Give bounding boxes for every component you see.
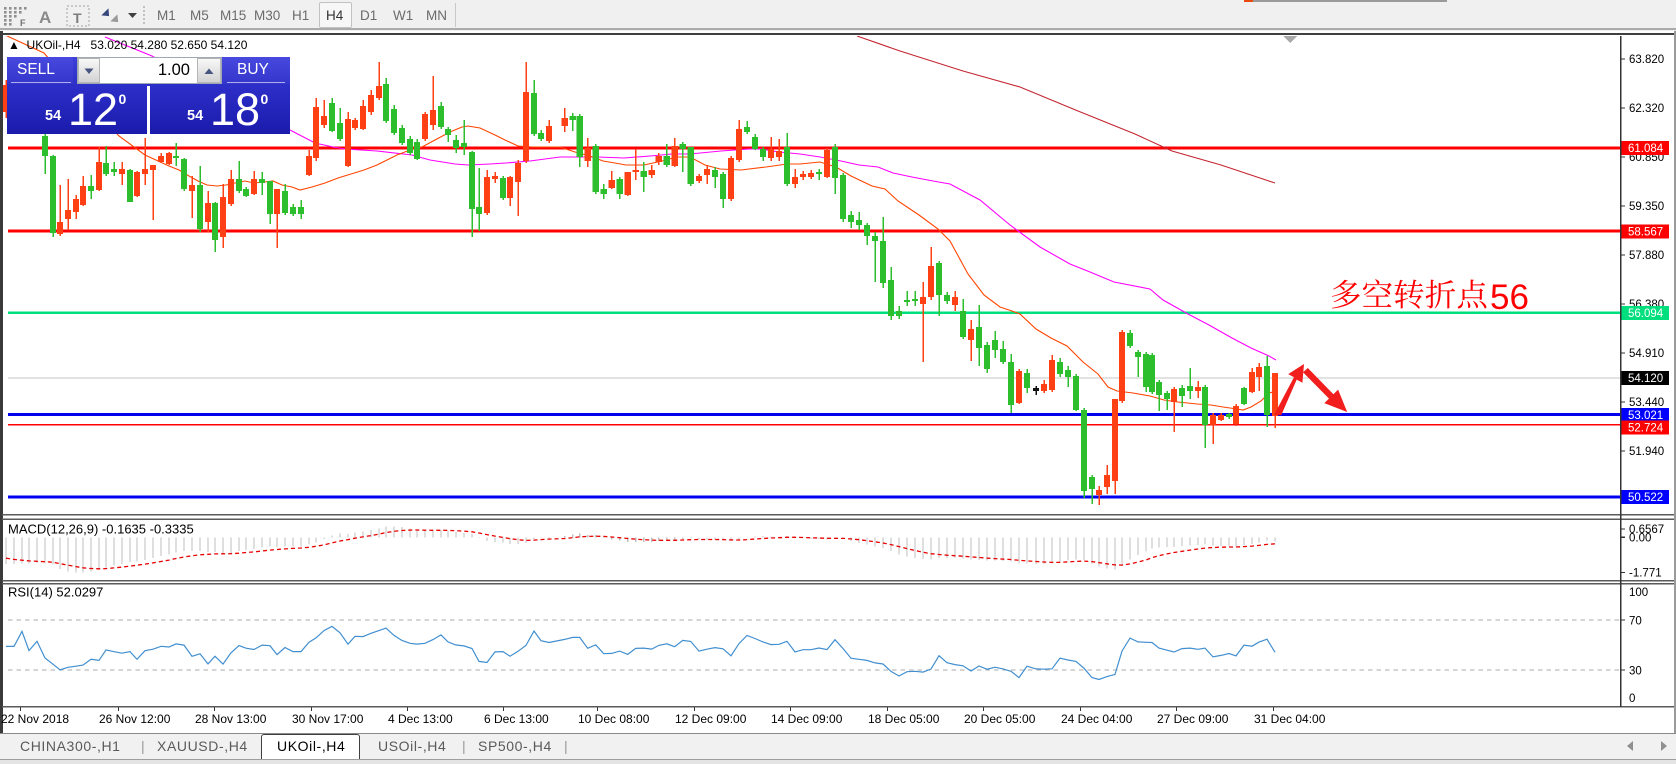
svg-text:50.522: 50.522: [1628, 492, 1663, 504]
svg-text:31 Dec 04:00: 31 Dec 04:00: [1254, 712, 1326, 726]
svg-text:53.021: 53.021: [1628, 410, 1663, 422]
svg-text:58.567: 58.567: [1628, 227, 1663, 239]
svg-text:54.910: 54.910: [1629, 348, 1664, 360]
svg-text:57.880: 57.880: [1629, 250, 1664, 262]
svg-text:22 Nov 2018: 22 Nov 2018: [1, 712, 69, 726]
svg-text:0.6567: 0.6567: [1629, 524, 1664, 536]
svg-text:70: 70: [1629, 615, 1642, 627]
svg-text:18 Dec 05:00: 18 Dec 05:00: [868, 712, 940, 726]
svg-text:56.094: 56.094: [1628, 308, 1664, 320]
svg-text:MACD(12,26,9) -0.1635 -0.3335: MACD(12,26,9) -0.1635 -0.3335: [8, 522, 194, 537]
svg-text:T: T: [73, 10, 82, 26]
svg-text:6 Dec 13:00: 6 Dec 13:00: [484, 712, 549, 726]
svg-text:100: 100: [1629, 587, 1648, 599]
svg-text:▲ UKOil-,H4 53.020 54.280 5: ▲ UKOil-,H4 53.020 54.280 52.650 54.120: [8, 38, 248, 52]
svg-text:30 Nov 17:00: 30 Nov 17:00: [292, 712, 364, 726]
svg-text:RSI(14) 52.0297: RSI(14) 52.0297: [8, 585, 103, 600]
svg-text:0: 0: [1629, 693, 1635, 705]
svg-text:F: F: [20, 18, 26, 28]
svg-text:27 Dec 09:00: 27 Dec 09:00: [1157, 712, 1229, 726]
svg-text:56: 56: [1490, 278, 1529, 317]
svg-text:63.820: 63.820: [1629, 54, 1664, 66]
svg-text:12 Dec 09:00: 12 Dec 09:00: [675, 712, 747, 726]
svg-text:10 Dec 08:00: 10 Dec 08:00: [578, 712, 650, 726]
svg-text:4 Dec 13:00: 4 Dec 13:00: [388, 712, 453, 726]
svg-text:30: 30: [1629, 665, 1642, 677]
svg-text:20 Dec 05:00: 20 Dec 05:00: [964, 712, 1036, 726]
svg-text:61.084: 61.084: [1628, 143, 1664, 155]
svg-text:14 Dec 09:00: 14 Dec 09:00: [771, 712, 843, 726]
svg-text:51.940: 51.940: [1629, 446, 1664, 458]
svg-text:54.120: 54.120: [1628, 373, 1663, 385]
svg-text:28 Nov 13:00: 28 Nov 13:00: [195, 712, 267, 726]
svg-text:53.440: 53.440: [1629, 397, 1664, 409]
svg-text:0.00: 0.00: [1629, 533, 1651, 545]
svg-text:24 Dec 04:00: 24 Dec 04:00: [1061, 712, 1133, 726]
svg-text:52.724: 52.724: [1628, 423, 1664, 435]
svg-text:-1.771: -1.771: [1629, 568, 1662, 580]
svg-text:A: A: [39, 8, 51, 27]
svg-text:26 Nov 12:00: 26 Nov 12:00: [99, 712, 171, 726]
svg-text:59.350: 59.350: [1629, 201, 1664, 213]
svg-text:62.320: 62.320: [1629, 103, 1664, 115]
